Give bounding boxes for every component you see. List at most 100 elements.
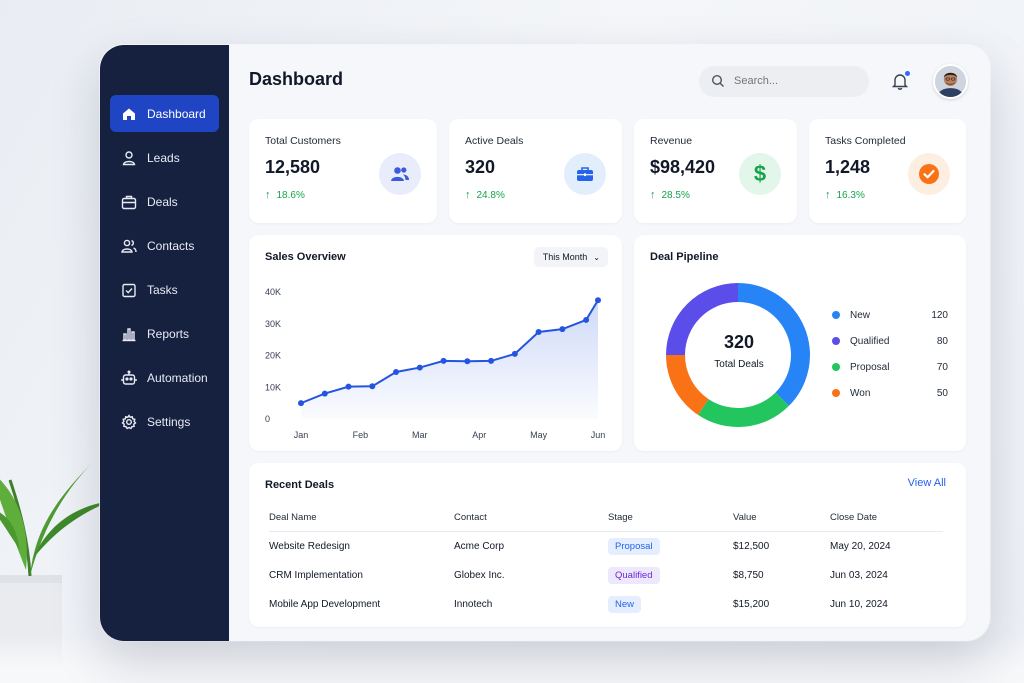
- deal-stage-cell: Qualified: [608, 561, 733, 591]
- deal-stage-cell: New: [608, 590, 733, 620]
- x-tick-label: May: [530, 430, 548, 440]
- column-header: Close Date: [830, 505, 943, 532]
- deal-contact: Acme Corp: [454, 540, 505, 552]
- sidebar-item-dashboard[interactable]: Dashboard: [110, 95, 219, 132]
- search-box[interactable]: [699, 65, 869, 97]
- sales-line: [300, 299, 599, 405]
- kpi-card-total-customers: Total Customers 12,580 ↑ 18.6%: [249, 119, 437, 223]
- deal-name: CRM Implementation: [269, 569, 363, 581]
- legend-value: 120: [931, 309, 948, 321]
- donut-slice-won: [666, 355, 709, 415]
- recent-deals-title: Recent Deals: [265, 479, 335, 491]
- table-row[interactable]: Mobile App Development Innotech New $15,…: [269, 590, 943, 620]
- sidebar-item-tasks[interactable]: Tasks: [110, 271, 219, 308]
- kpi-label: Revenue: [650, 135, 693, 147]
- recent-deals-table: Deal Name Contact Stage Value Close Date…: [269, 505, 943, 620]
- gear-icon: [121, 413, 137, 430]
- deal-close-date: May 20, 2024: [830, 540, 891, 552]
- legend-value: 80: [936, 335, 948, 347]
- sales-area: [301, 300, 598, 419]
- users-icon: [121, 238, 137, 254]
- view-all-link[interactable]: View All: [907, 477, 946, 489]
- deal-contact: Globex Inc.: [454, 569, 505, 581]
- sales-overview-title: Sales Overview: [265, 251, 346, 263]
- dollar-icon: $: [739, 153, 781, 195]
- kpi-card-revenue: Revenue $98,420 ↑ 28.5% $: [634, 119, 797, 223]
- search-icon: [711, 74, 724, 87]
- sidebar-item-leads[interactable]: Leads: [110, 139, 219, 176]
- search-input[interactable]: [734, 75, 854, 87]
- page-title: Dashboard: [249, 68, 344, 89]
- kpi-label: Active Deals: [465, 135, 524, 147]
- charts-row: Sales Overview This Month ⌄ 40K 30K 20K 10K…: [249, 235, 968, 451]
- table-row[interactable]: CRM Implementation Globex Inc. Qualified…: [269, 561, 943, 591]
- arrow-up-icon: ↑: [265, 189, 271, 201]
- y-tick-label: 30K: [265, 319, 281, 329]
- robot-icon: [121, 370, 137, 386]
- stage-badge: Proposal: [608, 537, 660, 555]
- sidebar-item-automation[interactable]: Automation: [110, 359, 219, 396]
- sidebar-item-label: Deals: [147, 194, 178, 209]
- x-tick-label: Feb: [353, 430, 369, 440]
- period-dropdown[interactable]: This Month ⌄: [533, 247, 608, 267]
- y-tick-label: 0: [265, 414, 270, 424]
- users-icon: [379, 153, 421, 195]
- data-point: [440, 357, 447, 364]
- arrow-up-icon: ↑: [650, 189, 656, 201]
- table-header-row: Deal Name Contact Stage Value Close Date: [269, 505, 943, 532]
- legend-value: 70: [936, 361, 948, 373]
- deal-value: $12,500: [733, 540, 770, 552]
- kpi-value: 320: [465, 157, 496, 177]
- donut-slice-proposal: [697, 392, 789, 427]
- briefcase-icon: [564, 153, 606, 195]
- deal-value: $15,200: [733, 599, 770, 611]
- avatar[interactable]: [933, 63, 968, 99]
- legend-item: Proposal 70: [832, 354, 948, 380]
- legend-dot: [832, 363, 840, 371]
- column-header: Deal Name: [269, 505, 454, 532]
- kpi-delta-value: 24.8%: [476, 189, 505, 201]
- sidebar-item-label: Leads: [147, 150, 180, 165]
- legend-item: Qualified 80: [832, 328, 948, 354]
- arrow-up-icon: ↑: [465, 189, 471, 201]
- kpi-delta: ↑ 18.6%: [265, 189, 421, 201]
- sidebar-item-contacts[interactable]: Contacts: [110, 227, 219, 264]
- sidebar-item-settings[interactable]: Settings: [110, 403, 219, 440]
- notification-dot: [904, 70, 911, 77]
- data-point: [511, 350, 518, 357]
- deal-contact: Innotech: [454, 599, 493, 611]
- data-point: [559, 326, 566, 333]
- sidebar-item-label: Settings: [147, 414, 191, 429]
- x-tick-label: Apr: [472, 430, 486, 440]
- kpi-value: 1,248: [825, 157, 871, 177]
- kpi-delta-value: 16.3%: [836, 189, 865, 201]
- data-point: [535, 329, 542, 336]
- deal-pipeline-donut: [666, 283, 810, 427]
- check-circle-icon: [908, 153, 950, 195]
- sidebar-item-deals[interactable]: Deals: [110, 183, 219, 220]
- main-content: Dashboard: [229, 45, 990, 641]
- x-tick-label: Mar: [412, 430, 428, 440]
- sidebar: Dashboard Leads Deals Contacts Tasks: [100, 45, 229, 641]
- notification-bell-icon[interactable]: [891, 70, 911, 90]
- kpi-row: Total Customers 12,580 ↑ 18.6% Active Dea…: [249, 119, 968, 223]
- kpi-value: 12,580: [265, 157, 321, 177]
- data-point: [393, 369, 400, 376]
- sidebar-item-label: Tasks: [147, 282, 178, 297]
- kpi-delta-value: 28.5%: [661, 189, 690, 201]
- kpi-card-tasks-completed: Tasks Completed 1,248 ↑ 16.3%: [809, 119, 966, 223]
- deal-name: Mobile App Development: [269, 599, 381, 611]
- legend-item: Won 50: [832, 380, 948, 406]
- stage-badge: New: [608, 596, 642, 614]
- donut-slice-qualified: [666, 283, 738, 355]
- deal-pipeline-title: Deal Pipeline: [650, 251, 719, 263]
- table-row[interactable]: Website Redesign Acme Corp Proposal $12,…: [269, 531, 943, 561]
- user-icon: [121, 150, 137, 166]
- stage-badge: Qualified: [608, 566, 660, 584]
- sidebar-item-reports[interactable]: Reports: [110, 315, 219, 352]
- data-point: [321, 390, 328, 397]
- sidebar-item-label: Contacts: [147, 238, 195, 253]
- legend-item: New 120: [832, 302, 948, 328]
- data-point: [583, 316, 590, 323]
- legend-dot: [832, 311, 840, 319]
